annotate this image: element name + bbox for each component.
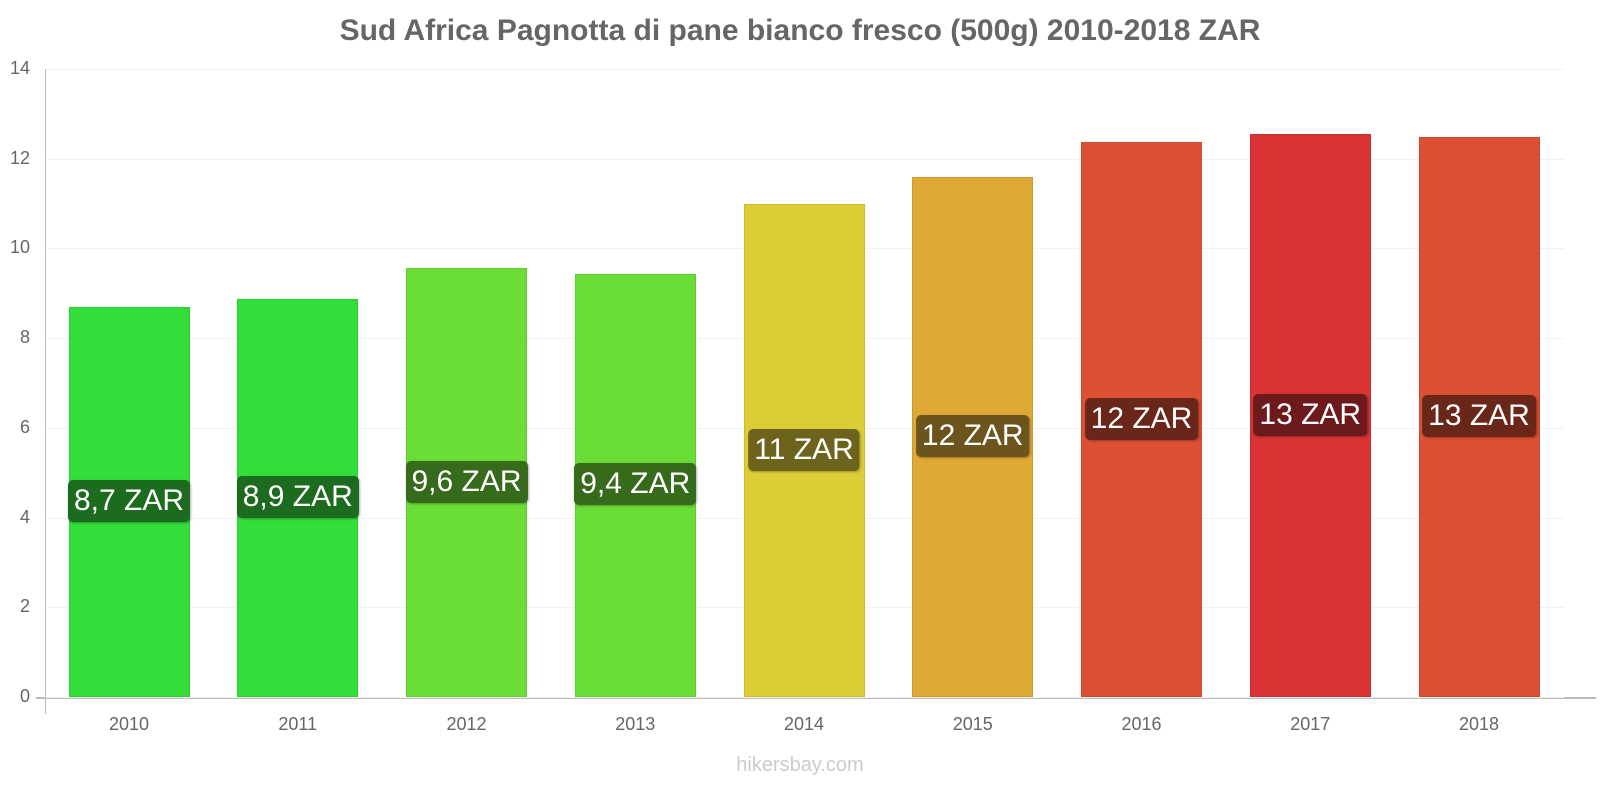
bar-2012[interactable]: 9,6 ZAR [405,268,528,697]
x-tick-label: 2015 [952,714,993,734]
gridline [46,158,1564,160]
bar-2011[interactable]: 8,9 ZAR [236,299,359,697]
y-tick-label: 0 [19,686,30,706]
x-tick-label: 2016 [1121,714,1162,734]
bar-2017[interactable]: 13 ZAR [1249,134,1371,697]
y-axis-line [45,69,46,714]
x-tick-label: 2011 [278,714,318,734]
chart-title: Sud Africa Pagnotta di pane bianco fresc… [339,14,1261,47]
bar-2015[interactable]: 12 ZAR [912,177,1034,697]
bar-value-label: 8,7 ZAR [67,479,191,522]
bar-value-label: 12 ZAR [1084,397,1199,440]
gridline [46,69,1564,70]
y-tick-label: 12 [9,147,30,168]
x-tick-label: 2012 [446,714,487,734]
bar-2016[interactable]: 12 ZAR [1081,142,1202,697]
x-tick-label: 2018 [1458,714,1500,734]
bar-2018[interactable]: 13 ZAR [1418,137,1540,697]
watermark: hikersbay.com [736,754,864,776]
y-tick-label: 8 [19,327,30,348]
y-tick-label: 2 [19,596,30,617]
bar-value-label: 8,9 ZAR [236,476,359,519]
y-tick-label: 4 [19,506,30,527]
x-axis-line [36,697,1596,699]
bar-2010[interactable]: 8,7 ZAR [67,306,191,697]
bar-value-label: 9,6 ZAR [405,460,528,503]
bar-2013[interactable]: 9,4 ZAR [574,273,697,697]
bar-2014[interactable]: 11 ZAR [743,204,865,697]
bar-value-label: 9,4 ZAR [574,463,697,506]
x-tick-label: 2014 [783,714,825,734]
x-tick-label: 2017 [1290,714,1331,734]
bar-value-label: 13 ZAR [1422,395,1536,438]
bar-value-label: 11 ZAR [748,428,860,471]
y-tick-label: 14 [9,58,30,78]
x-tick-label: 2013 [615,714,656,734]
y-tick-label: 10 [9,237,30,258]
x-tick-label: 2010 [108,714,150,734]
bar-value-label: 12 ZAR [915,415,1030,458]
bar-value-label: 13 ZAR [1253,393,1368,436]
gridline [46,697,1564,698]
y-tick-label: 6 [19,416,30,437]
